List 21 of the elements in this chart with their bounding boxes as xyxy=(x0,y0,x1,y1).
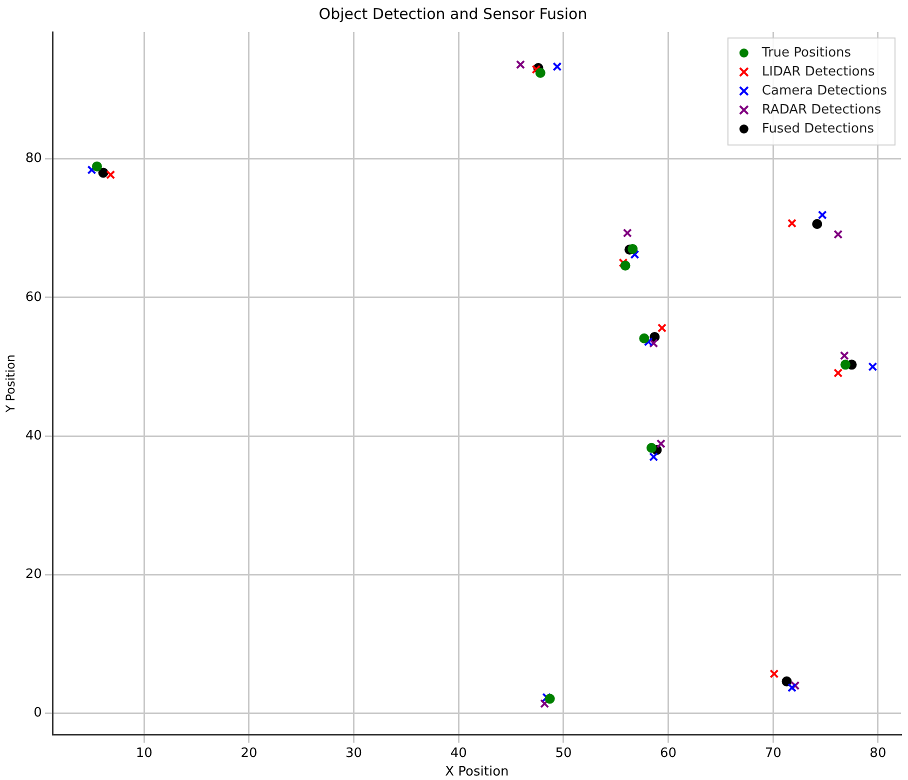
x-tick-label: 70 xyxy=(764,746,782,761)
chart-title: Object Detection and Sensor Fusion xyxy=(318,4,588,23)
legend-label: RADAR Detections xyxy=(762,102,882,118)
legend-label: True Positions xyxy=(760,45,852,60)
x-tick-label: 30 xyxy=(346,746,362,761)
y-tick-label: 40 xyxy=(25,428,42,444)
legend-label: LIDAR Detections xyxy=(762,64,875,80)
y-tick-label: 60 xyxy=(25,290,42,305)
y-tick-label: 20 xyxy=(25,567,42,582)
x-tick-label: 80 xyxy=(870,746,886,761)
x-tick-label: 50 xyxy=(555,746,572,761)
legend-label: Fused Detections xyxy=(762,121,874,136)
y-axis-title: Y Position xyxy=(3,354,18,414)
legend-label: Camera Detections xyxy=(762,83,888,98)
y-tick-label: 80 xyxy=(25,151,42,166)
x-axis-title: X Position xyxy=(445,764,509,780)
x-tick-label: 20 xyxy=(240,746,258,761)
x-tick-label: 40 xyxy=(450,746,467,761)
x-tick-label: 60 xyxy=(660,746,677,761)
y-tick-label: 0 xyxy=(34,706,42,721)
x-tick-label: 10 xyxy=(136,746,152,761)
